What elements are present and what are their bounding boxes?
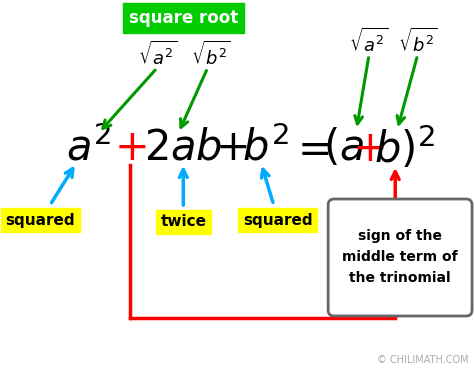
Text: $\sqrt{b^2}$: $\sqrt{b^2}$	[398, 28, 438, 56]
Text: sign of the
middle term of
the trinomial: sign of the middle term of the trinomial	[342, 229, 458, 285]
Text: $+$: $+$	[114, 127, 146, 169]
Text: $=$: $=$	[290, 127, 330, 169]
Text: $a^2$: $a^2$	[66, 127, 111, 169]
Text: $\sqrt{b^2}$: $\sqrt{b^2}$	[191, 41, 231, 69]
FancyBboxPatch shape	[328, 199, 472, 316]
Text: $(a$: $(a$	[323, 127, 364, 169]
Text: $b)^2$: $b)^2$	[374, 124, 434, 172]
Text: $b^2$: $b^2$	[242, 127, 290, 169]
Text: $\sqrt{a^2}$: $\sqrt{a^2}$	[137, 41, 176, 69]
Text: $2ab$: $2ab$	[144, 127, 222, 169]
Text: squared: squared	[243, 213, 312, 228]
Text: $\sqrt{a^2}$: $\sqrt{a^2}$	[349, 28, 389, 56]
Text: © CHILIMATH.COM: © CHILIMATH.COM	[376, 355, 468, 365]
Text: $+$: $+$	[215, 127, 247, 169]
Text: squared: squared	[6, 213, 75, 228]
Text: twice: twice	[160, 214, 206, 229]
Text: square root: square root	[128, 9, 238, 27]
Text: $+$: $+$	[352, 128, 384, 170]
